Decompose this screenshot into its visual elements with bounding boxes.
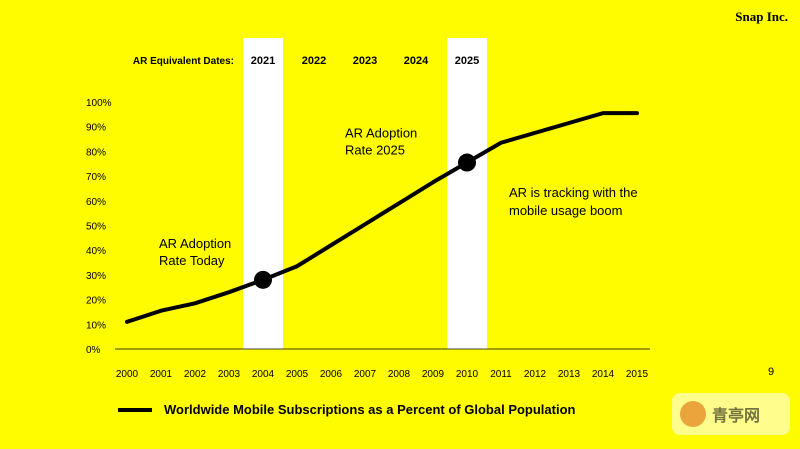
x-tick-label: 2009 [422, 369, 445, 380]
marker-label-line2: Rate 2025 [345, 143, 405, 158]
ar-date-2023: 2023 [353, 55, 377, 67]
y-tick-label: 0% [86, 345, 101, 356]
ar-date-2025: 2025 [455, 55, 479, 67]
y-tick-label: 10% [86, 320, 106, 331]
annotation-line2: mobile usage boom [509, 203, 622, 218]
x-tick-label: 2001 [150, 369, 173, 380]
x-tick-label: 2012 [524, 369, 547, 380]
marker-2004 [254, 270, 272, 289]
y-tick-label: 60% [86, 197, 106, 208]
y-tick-label: 20% [86, 296, 106, 307]
chart-legend: Worldwide Mobile Subscriptions as a Perc… [118, 402, 575, 417]
x-tick-label: 2015 [626, 369, 649, 380]
x-tick-label: 2013 [558, 369, 581, 380]
series-line-mobile-subscriptions [125, 111, 639, 324]
y-tick-label: 80% [86, 147, 106, 158]
x-tick-label: 2004 [252, 369, 275, 380]
x-tick-label: 2002 [184, 369, 207, 380]
ar-date-2024: 2024 [404, 55, 429, 67]
highlight-band-2025 [447, 38, 487, 349]
page-number: 9 [768, 366, 775, 378]
x-tick-label: 2011 [490, 369, 512, 380]
watermark-logo-icon [680, 401, 706, 427]
y-tick-label: 40% [86, 246, 106, 257]
ar-dates-label: AR Equivalent Dates: [133, 56, 234, 67]
snap-brand-logo: Snap Inc. [735, 9, 788, 24]
x-tick-label: 2007 [354, 369, 377, 380]
x-tick-label: 2003 [218, 369, 241, 380]
ar-date-2021: 2021 [251, 55, 275, 67]
x-tick-label: 2005 [286, 369, 309, 380]
y-tick-label: 100% [86, 98, 112, 109]
marker-2010 [458, 153, 476, 172]
y-tick-label: 70% [86, 172, 106, 183]
marker-label-line1: AR Adoption [345, 126, 417, 141]
watermark-text: 青亭网 [712, 408, 761, 425]
annotation-line1: AR is tracking with the [509, 185, 638, 200]
legend-line-swatch [118, 407, 152, 412]
watermark: 青亭网 [672, 393, 790, 435]
x-tick-label: 2008 [388, 369, 411, 380]
x-tick-label: 2010 [456, 369, 479, 380]
x-tick-label: 2014 [592, 369, 615, 380]
marker-label-line2: Rate Today [159, 253, 225, 268]
marker-label-line1: AR Adoption [159, 236, 231, 251]
x-tick-label: 2006 [320, 369, 343, 380]
y-tick-label: 90% [86, 123, 106, 134]
x-tick-label: 2000 [116, 369, 139, 380]
ar-date-2022: 2022 [302, 55, 326, 67]
legend-label: Worldwide Mobile Subscriptions as a Perc… [164, 402, 576, 417]
highlight-band-2021 [243, 38, 283, 349]
y-tick-label: 30% [86, 271, 106, 282]
y-tick-label: 50% [86, 222, 106, 233]
